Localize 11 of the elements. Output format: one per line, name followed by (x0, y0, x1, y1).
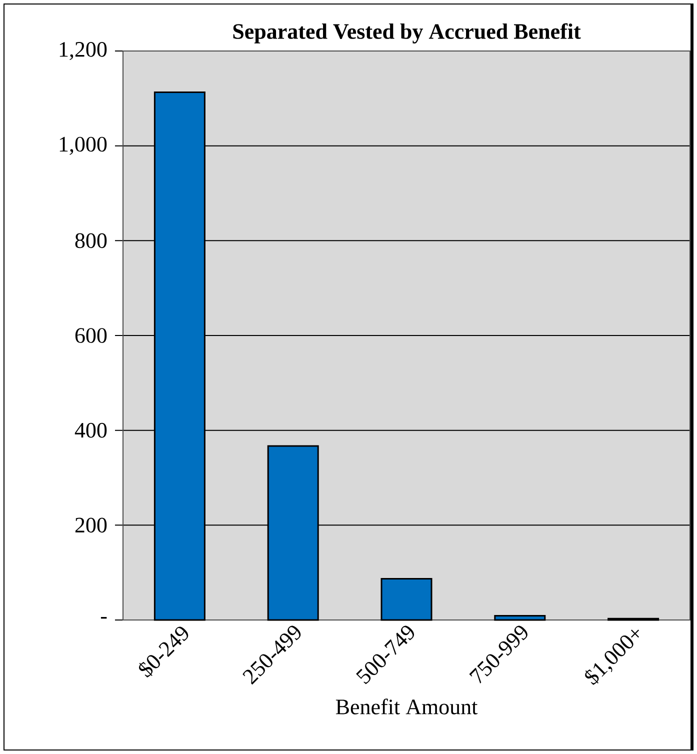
y-tick-label: 200 (75, 518, 107, 533)
y-tick-label: 800 (75, 233, 107, 248)
bar (494, 614, 546, 621)
bar (380, 578, 432, 621)
x-axis-title: Benefit Amount (336, 698, 478, 714)
y-tick-label: - (100, 616, 107, 619)
y-tick-label: 1,000 (60, 136, 107, 155)
y-tick-label: 1,200 (60, 42, 107, 60)
y-tick-label: 400 (74, 422, 107, 438)
chart-title: Separated Vested by Accrued Benefit (233, 23, 581, 44)
y-tick-label: 600 (75, 328, 107, 343)
